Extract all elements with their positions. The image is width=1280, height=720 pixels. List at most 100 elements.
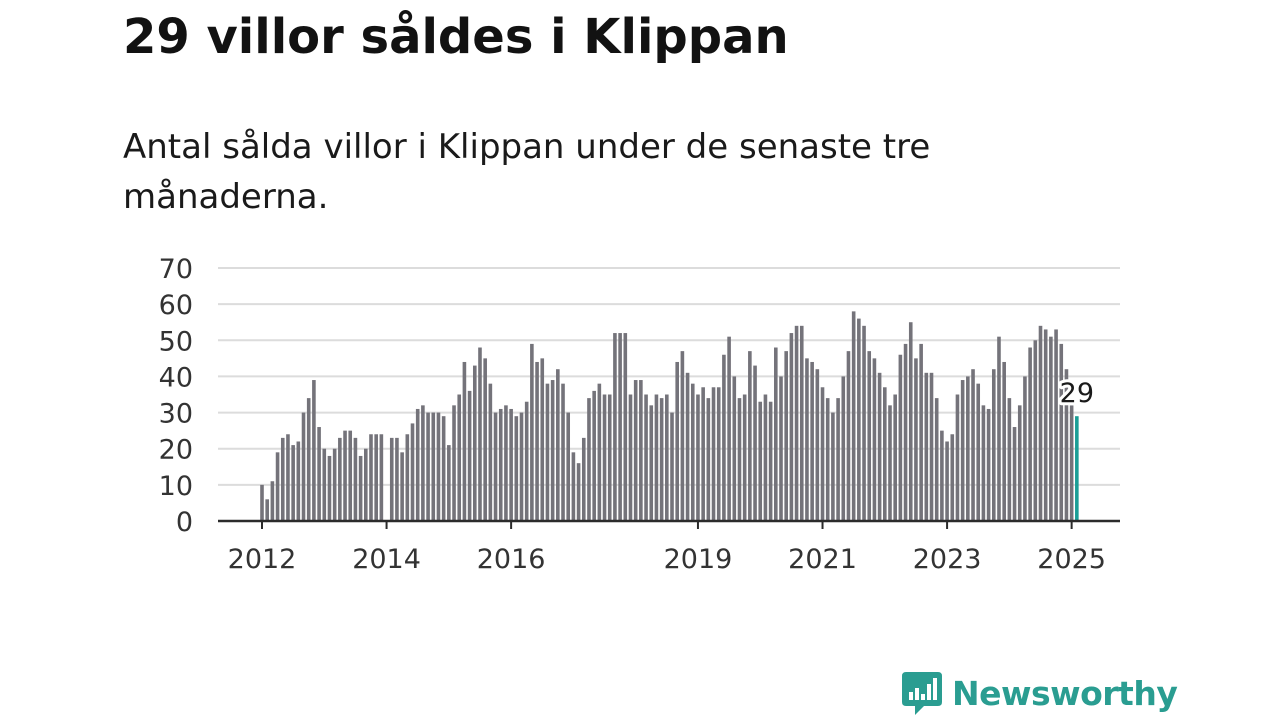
bar <box>748 351 752 521</box>
bar-chart: 0 10 20 30 40 50 60 70 2012 2014 2016 2019 2021 2023 2… <box>159 254 1120 575</box>
bar <box>483 358 487 521</box>
bar <box>924 372 929 521</box>
bar <box>1043 329 1048 521</box>
bar <box>877 372 882 521</box>
bar <box>753 365 757 521</box>
bar <box>286 434 290 521</box>
bar <box>644 394 648 521</box>
bar <box>364 448 368 521</box>
bar <box>758 401 763 521</box>
bar <box>462 361 467 521</box>
bar <box>358 455 363 521</box>
bar <box>862 325 866 521</box>
bar <box>607 394 612 521</box>
bar <box>618 333 622 521</box>
x-tick-label: 2021 <box>788 544 857 575</box>
bar <box>519 412 524 521</box>
bar <box>851 311 856 521</box>
bar <box>1028 347 1032 521</box>
bar <box>810 361 814 521</box>
bar <box>265 499 269 521</box>
bar <box>654 394 659 521</box>
bar <box>841 376 846 521</box>
bar <box>794 325 799 521</box>
bar <box>1023 376 1027 521</box>
bar <box>945 441 949 521</box>
bar <box>888 405 892 521</box>
bar <box>312 380 316 521</box>
bar <box>1007 398 1012 521</box>
bar <box>530 343 534 521</box>
bar <box>690 383 695 521</box>
bar <box>867 351 872 521</box>
y-tick-label: 10 <box>159 471 193 502</box>
x-tick-label: 2025 <box>1037 544 1106 575</box>
bar <box>576 463 581 521</box>
bar <box>1069 405 1074 521</box>
bar <box>566 412 571 521</box>
bar <box>628 394 633 521</box>
bar <box>275 452 280 521</box>
y-tick-label: 0 <box>176 507 193 538</box>
bar <box>960 380 965 521</box>
bar <box>504 405 508 521</box>
bar <box>696 394 700 521</box>
x-tick-label: 2019 <box>664 544 733 575</box>
bar <box>665 394 669 521</box>
bar <box>270 481 275 521</box>
bar <box>374 434 378 521</box>
bar <box>561 383 565 521</box>
bar <box>306 398 311 521</box>
bar <box>1064 369 1069 521</box>
bar <box>898 354 903 521</box>
bar <box>997 336 1001 521</box>
bar <box>763 394 768 521</box>
bar <box>903 343 908 521</box>
bar <box>919 343 923 521</box>
y-tick-label: 30 <box>159 399 193 430</box>
y-tick-label: 70 <box>159 254 193 285</box>
bar <box>280 437 285 521</box>
bar <box>332 448 337 521</box>
y-tick-label: 60 <box>159 290 193 321</box>
chart-subtitle: Antal sålda villor i Klippan under de se… <box>123 127 931 217</box>
x-tick-label: 2016 <box>477 544 546 575</box>
bar <box>981 405 986 521</box>
bar <box>327 455 332 521</box>
bar <box>343 430 347 521</box>
bar <box>1038 325 1043 521</box>
y-tick-label: 50 <box>159 326 193 357</box>
bar <box>908 322 913 521</box>
bar <box>613 333 617 521</box>
bar <box>457 394 462 521</box>
bar <box>260 484 264 521</box>
bar <box>737 398 742 521</box>
bar <box>389 437 394 521</box>
bar <box>986 408 991 521</box>
bar <box>914 358 918 521</box>
bar <box>488 383 493 521</box>
bar <box>581 437 586 521</box>
bar <box>1017 405 1022 521</box>
bar <box>623 333 628 521</box>
bar <box>722 354 726 521</box>
bar <box>820 387 825 521</box>
bar <box>545 383 550 521</box>
bar <box>732 376 737 521</box>
bar <box>831 412 835 521</box>
bar <box>338 437 342 521</box>
bar <box>415 408 420 521</box>
bar <box>846 351 851 521</box>
bar <box>799 325 804 521</box>
bar <box>768 401 773 521</box>
bar <box>405 434 410 521</box>
bar <box>779 376 783 521</box>
bar <box>296 441 301 521</box>
bar <box>685 372 690 521</box>
bar <box>706 398 711 521</box>
bar <box>478 347 482 521</box>
bar <box>317 427 321 521</box>
bar <box>597 383 602 521</box>
y-tick-label: 40 <box>159 362 193 393</box>
bar <box>789 333 794 521</box>
